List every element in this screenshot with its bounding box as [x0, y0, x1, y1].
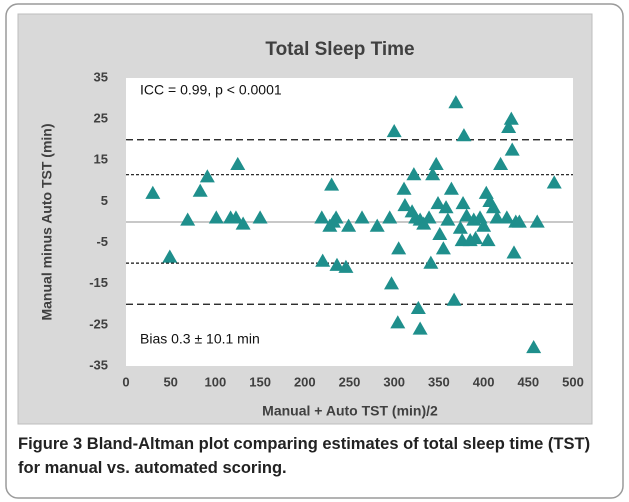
x-tick-label: 400	[473, 374, 495, 389]
data-point	[425, 167, 441, 181]
data-point	[526, 339, 542, 354]
x-tick-label: 50	[163, 374, 177, 389]
data-point	[440, 212, 456, 226]
data-point	[459, 208, 475, 222]
y-tick-label: -35	[89, 357, 108, 372]
data-point	[384, 276, 400, 290]
y-tick-label: -25	[89, 316, 108, 331]
data-point	[410, 300, 426, 315]
data-point	[435, 241, 451, 255]
y-tick-label: 35	[94, 69, 108, 84]
data-point	[501, 119, 517, 133]
data-point	[504, 142, 520, 156]
data-point	[369, 218, 385, 232]
data-point	[354, 210, 370, 224]
data-point	[546, 175, 562, 189]
data-point	[391, 241, 407, 255]
data-point	[208, 210, 224, 224]
data-point	[162, 249, 178, 263]
data-point	[432, 226, 448, 240]
data-point	[476, 218, 492, 232]
data-point	[324, 177, 340, 191]
chart-title: Total Sleep Time	[265, 39, 414, 60]
data-point	[252, 210, 268, 224]
data-point	[529, 214, 545, 228]
x-tick-label: 250	[339, 374, 361, 389]
y-tick-label: 25	[94, 111, 108, 126]
data-point	[228, 210, 244, 224]
x-axis-title: Manual + Auto TST (min)/2	[262, 403, 438, 419]
data-point	[230, 156, 246, 171]
data-point	[315, 253, 331, 267]
data-point	[235, 216, 251, 230]
x-tick-label: 200	[294, 374, 316, 389]
data-point	[338, 259, 354, 273]
x-tick-label: 450	[517, 374, 539, 389]
data-point	[430, 195, 446, 210]
y-tick-label: 15	[94, 152, 108, 167]
y-tick-label: 5	[101, 193, 108, 208]
caption: Figure 3 Bland-Altman plot comparing est…	[18, 432, 614, 480]
caption-text: Bland-Altman plot comparing estimates of…	[18, 435, 591, 477]
x-tick-label: 150	[249, 374, 271, 389]
data-point	[423, 255, 439, 269]
annotation: ICC = 0.99, p < 0.0001	[140, 82, 282, 98]
data-point	[412, 321, 428, 335]
data-point	[456, 128, 472, 142]
data-point	[406, 167, 422, 181]
data-point	[448, 95, 464, 109]
data-point	[199, 169, 215, 183]
data-point	[438, 200, 454, 214]
data-point	[506, 245, 522, 259]
x-tick-label: 100	[205, 374, 227, 389]
data-point	[329, 257, 345, 271]
y-axis-title: Manual minus Auto TST (min)	[39, 123, 55, 320]
x-tick-label: 500	[562, 374, 584, 389]
data-point	[180, 212, 196, 226]
x-tick-label: 350	[428, 374, 450, 389]
caption-label: Figure 3	[18, 435, 83, 453]
data-point	[452, 220, 468, 234]
data-point	[397, 198, 413, 212]
annotation: Bias 0.3 ± 10.1 min	[140, 331, 260, 347]
data-point	[511, 214, 527, 228]
data-point	[443, 181, 459, 195]
data-point	[446, 292, 462, 306]
data-point	[485, 200, 501, 214]
data-point	[382, 210, 398, 224]
data-point	[328, 210, 344, 224]
x-tick-label: 300	[383, 374, 405, 389]
data-point	[145, 185, 161, 199]
data-point	[503, 111, 519, 125]
data-point	[341, 218, 357, 232]
data-point	[499, 210, 515, 224]
data-point	[428, 156, 444, 171]
data-point	[386, 123, 402, 138]
data-point	[480, 233, 496, 247]
data-point	[192, 183, 208, 197]
data-point	[421, 210, 437, 224]
x-tick-label: 0	[122, 374, 129, 389]
data-point	[493, 156, 509, 171]
data-point	[489, 210, 505, 224]
data-point	[314, 210, 330, 224]
data-point	[396, 181, 412, 195]
y-tick-label: -5	[96, 234, 108, 249]
y-tick-label: -15	[89, 275, 108, 290]
data-point	[390, 315, 406, 329]
data-point	[455, 195, 471, 210]
data-point	[468, 230, 484, 245]
